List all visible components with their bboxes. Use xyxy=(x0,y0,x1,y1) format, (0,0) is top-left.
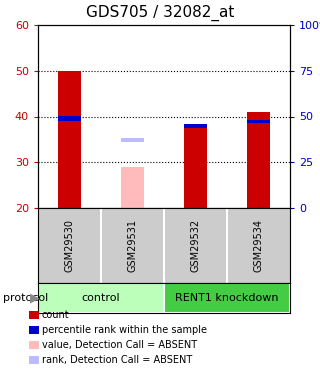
Bar xyxy=(164,283,290,313)
Text: GDS705 / 32082_at: GDS705 / 32082_at xyxy=(86,5,234,21)
Bar xyxy=(122,138,144,142)
Bar xyxy=(122,167,144,208)
Text: control: control xyxy=(82,293,120,303)
Text: count: count xyxy=(42,310,70,320)
Text: protocol: protocol xyxy=(3,293,48,303)
Bar xyxy=(247,120,269,123)
Bar xyxy=(59,71,81,208)
Bar xyxy=(247,112,269,208)
Text: rank, Detection Call = ABSENT: rank, Detection Call = ABSENT xyxy=(42,355,192,365)
Text: GSM29532: GSM29532 xyxy=(190,219,201,272)
Text: ▶: ▶ xyxy=(30,291,40,304)
Bar xyxy=(184,126,206,208)
Text: GSM29531: GSM29531 xyxy=(127,219,138,272)
Text: RENT1 knockdown: RENT1 knockdown xyxy=(175,293,279,303)
Text: value, Detection Call = ABSENT: value, Detection Call = ABSENT xyxy=(42,340,197,350)
Bar xyxy=(184,124,206,128)
Text: GSM29534: GSM29534 xyxy=(253,219,263,272)
Text: percentile rank within the sample: percentile rank within the sample xyxy=(42,325,207,335)
Bar xyxy=(59,117,81,121)
Bar xyxy=(38,283,164,313)
Text: GSM29530: GSM29530 xyxy=(65,219,75,272)
